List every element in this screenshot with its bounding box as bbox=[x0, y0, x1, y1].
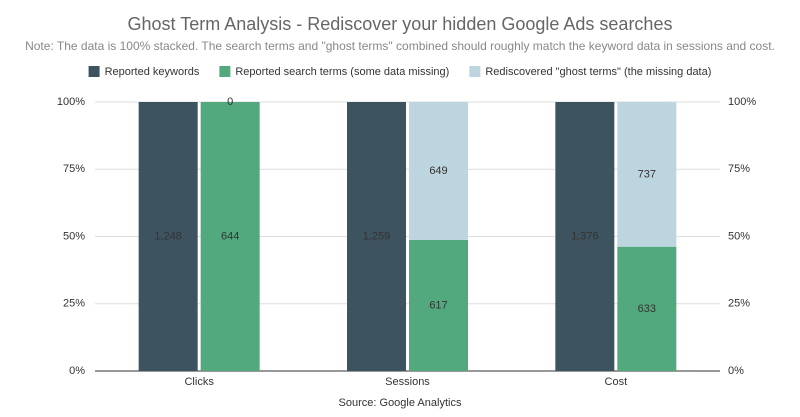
data-label: 649 bbox=[429, 165, 447, 177]
bar-segment bbox=[555, 102, 615, 371]
y-tick-label: 0% bbox=[69, 365, 85, 377]
chart-source: Source: Google Analytics bbox=[339, 397, 462, 409]
data-label: 0 bbox=[227, 96, 233, 108]
bar-segment bbox=[347, 102, 406, 371]
y-tick-label: 25% bbox=[63, 298, 85, 310]
legend-swatch bbox=[219, 66, 231, 77]
y2-tick-label: 100% bbox=[728, 96, 756, 108]
bar-segment bbox=[617, 102, 677, 247]
data-label: 1,259 bbox=[363, 230, 391, 242]
y-tick-label: 50% bbox=[63, 230, 85, 242]
y2-tick-label: 75% bbox=[728, 163, 750, 175]
y-tick-label: 100% bbox=[57, 96, 85, 108]
bar-segment bbox=[409, 239, 468, 371]
data-label: 633 bbox=[638, 303, 656, 315]
data-label: 737 bbox=[638, 168, 656, 180]
data-label: 1,376 bbox=[571, 230, 599, 242]
y-tick-label: 75% bbox=[63, 163, 85, 175]
data-label: 617 bbox=[429, 299, 447, 311]
bar-segment bbox=[138, 102, 198, 371]
bar-segment bbox=[617, 246, 677, 371]
chart-subtitle: Note: The data is 100% stacked. The sear… bbox=[25, 39, 775, 53]
legend-label: Reported search terms (some data missing… bbox=[235, 66, 449, 78]
legend-label: Rediscovered "ghost terms" (the missing … bbox=[485, 66, 711, 78]
chart-title: Ghost Term Analysis - Rediscover your hi… bbox=[128, 14, 673, 34]
legend-swatch bbox=[88, 66, 100, 77]
bar-segment bbox=[200, 102, 260, 371]
x-tick-label: Clicks bbox=[184, 376, 214, 388]
x-tick-label: Sessions bbox=[385, 376, 430, 388]
x-tick-label: Cost bbox=[605, 376, 628, 388]
data-label: 644 bbox=[221, 230, 239, 242]
y2-tick-label: 25% bbox=[728, 298, 750, 310]
y2-tick-label: 50% bbox=[728, 230, 750, 242]
data-label: 1,248 bbox=[154, 230, 182, 242]
y2-tick-label: 0% bbox=[728, 365, 744, 377]
legend-swatch bbox=[469, 66, 481, 77]
bar-segment bbox=[409, 102, 468, 240]
legend-label: Reported keywords bbox=[105, 66, 200, 78]
